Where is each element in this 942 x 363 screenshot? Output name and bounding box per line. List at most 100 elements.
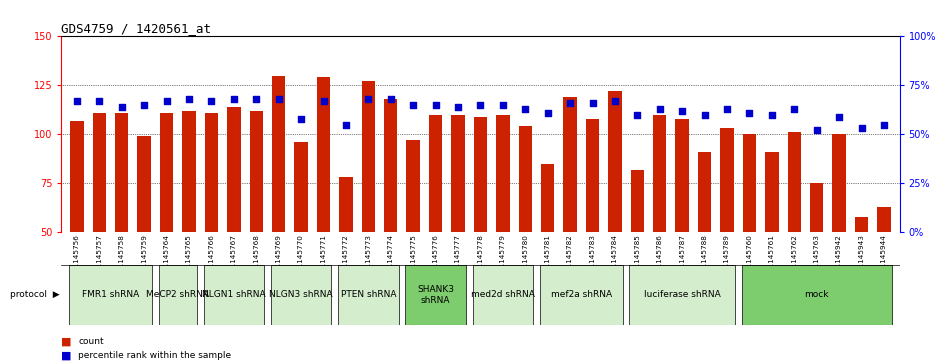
Bar — [653, 115, 667, 232]
Point — [630, 112, 645, 118]
Point — [854, 126, 869, 131]
Point — [832, 114, 847, 119]
Point — [406, 102, 421, 108]
Text: MeCP2 shRNA: MeCP2 shRNA — [146, 290, 209, 299]
Text: ■: ■ — [61, 336, 72, 346]
Point — [159, 98, 174, 104]
Bar — [429, 115, 443, 232]
Bar — [609, 91, 622, 232]
Point — [674, 108, 690, 114]
Text: luciferase shRNA: luciferase shRNA — [643, 290, 721, 299]
Point — [361, 96, 376, 102]
Point — [182, 96, 197, 102]
Bar — [742, 134, 756, 232]
Point — [787, 106, 802, 112]
Bar — [698, 152, 711, 232]
Bar — [339, 178, 352, 232]
Bar — [788, 132, 801, 232]
Point — [383, 96, 398, 102]
Point — [428, 102, 443, 108]
Point — [70, 98, 85, 104]
Bar — [630, 170, 644, 232]
Point — [249, 96, 264, 102]
Bar — [250, 111, 263, 232]
Bar — [474, 117, 487, 232]
Point — [764, 112, 779, 118]
Text: percentile rank within the sample: percentile rank within the sample — [78, 351, 232, 360]
Point — [540, 110, 555, 116]
Bar — [69, 265, 152, 325]
Bar — [138, 136, 151, 232]
Text: protocol  ▶: protocol ▶ — [9, 290, 59, 299]
Bar — [541, 164, 555, 232]
Point — [316, 98, 331, 104]
Point — [608, 98, 623, 104]
Point — [518, 106, 533, 112]
Text: ■: ■ — [61, 351, 72, 361]
Text: GDS4759 / 1420561_at: GDS4759 / 1420561_at — [61, 22, 211, 35]
Text: PTEN shRNA: PTEN shRNA — [341, 290, 396, 299]
Text: mef2a shRNA: mef2a shRNA — [551, 290, 612, 299]
Text: FMR1 shRNA: FMR1 shRNA — [82, 290, 139, 299]
Bar — [765, 152, 778, 232]
Text: med2d shRNA: med2d shRNA — [471, 290, 535, 299]
Bar — [833, 134, 846, 232]
Bar — [384, 99, 398, 232]
Bar — [362, 81, 375, 232]
Bar — [203, 265, 264, 325]
Point — [114, 104, 129, 110]
Point — [809, 127, 824, 133]
Point — [338, 122, 353, 127]
Bar — [877, 207, 890, 232]
Point — [226, 96, 241, 102]
Bar — [406, 140, 420, 232]
Point — [91, 98, 106, 104]
Bar — [586, 119, 599, 232]
Bar — [294, 142, 308, 232]
Bar — [675, 119, 689, 232]
Point — [137, 102, 152, 108]
Bar — [338, 265, 398, 325]
Bar — [563, 97, 577, 232]
Point — [697, 112, 712, 118]
Bar — [810, 183, 823, 232]
Bar — [227, 107, 240, 232]
Bar — [405, 265, 466, 325]
Point — [450, 104, 465, 110]
Bar — [473, 265, 533, 325]
Bar — [854, 217, 869, 232]
Point — [495, 102, 511, 108]
Text: count: count — [78, 337, 104, 346]
Bar — [270, 265, 332, 325]
Bar — [741, 265, 892, 325]
Point — [720, 106, 735, 112]
Point — [271, 96, 286, 102]
Point — [473, 102, 488, 108]
Bar — [159, 265, 197, 325]
Bar — [540, 265, 623, 325]
Bar — [272, 76, 285, 232]
Text: mock: mock — [804, 290, 829, 299]
Bar — [317, 77, 331, 232]
Text: NLGN3 shRNA: NLGN3 shRNA — [269, 290, 333, 299]
Point — [652, 106, 667, 112]
Bar — [183, 111, 196, 232]
Text: NLGN1 shRNA: NLGN1 shRNA — [202, 290, 266, 299]
Point — [203, 98, 219, 104]
Bar — [451, 115, 464, 232]
Text: SHANK3
shRNA: SHANK3 shRNA — [417, 285, 454, 305]
Point — [742, 110, 757, 116]
Bar — [629, 265, 735, 325]
Bar — [92, 113, 106, 232]
Bar — [496, 115, 510, 232]
Point — [585, 100, 600, 106]
Point — [876, 122, 891, 127]
Bar — [518, 126, 532, 232]
Bar — [71, 121, 84, 232]
Point — [294, 116, 309, 122]
Bar — [115, 113, 128, 232]
Point — [562, 100, 577, 106]
Bar — [204, 113, 219, 232]
Bar — [721, 129, 734, 232]
Bar — [160, 113, 173, 232]
